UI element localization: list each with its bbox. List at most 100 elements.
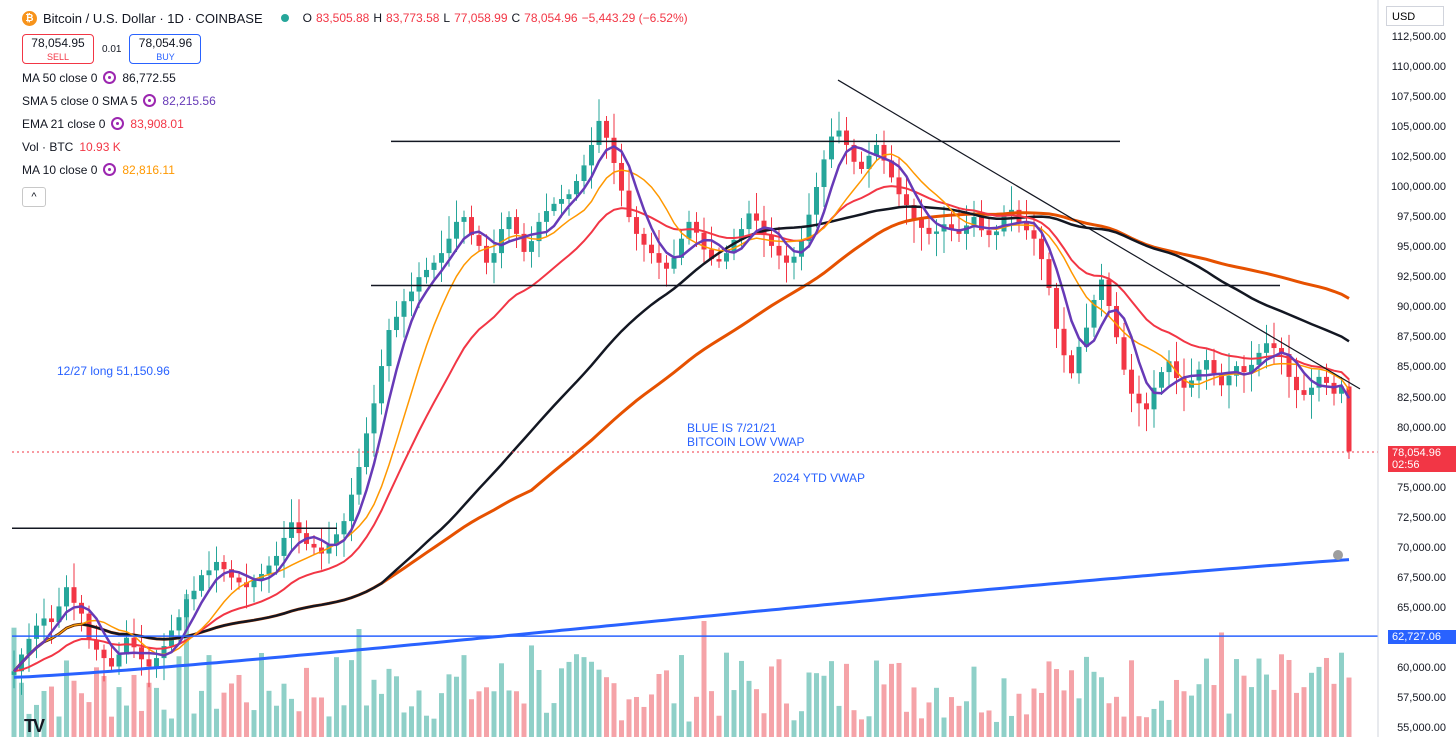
price-axis-label: 57,500.00 [1397,691,1446,704]
candle-body [289,522,294,538]
tradingview-logo-icon[interactable]: TV [24,716,45,736]
indicator-settings-icon[interactable] [143,94,157,107]
buy-button[interactable]: 78,054.96 BUY [129,34,202,64]
indicator-settings-icon[interactable] [103,163,117,176]
candle-body [101,649,107,659]
volume-bar [454,676,459,737]
sell-button[interactable]: 78,054.95 SELL [22,34,94,64]
volume-bar [1061,690,1067,737]
volume-bar [814,673,819,737]
indicator-row[interactable]: MA 10 close 0 82,816.11 [22,158,688,181]
volume-bar [649,694,654,737]
candle-body [896,177,902,195]
volume-bar [1211,685,1217,737]
candle-body [821,159,827,188]
volume-bar [71,680,77,737]
candle-body [71,587,77,603]
candle-body [1346,386,1352,452]
candle-body [686,221,692,239]
candle-body [221,561,227,570]
volume-bar [94,667,99,737]
candle-body [746,213,752,230]
volume-bar [769,666,774,737]
high-value: 83,773.58 [386,11,440,25]
currency-selector[interactable]: USD [1386,6,1444,26]
price-axis-label: 75,000.00 [1397,481,1446,494]
candle-body [544,211,549,222]
volume-bar [319,697,324,737]
candle-body [551,203,557,212]
market-open-icon [280,14,289,22]
volume-bar [701,620,707,737]
candle-body [206,570,212,576]
candle-body [56,606,62,623]
volume-bar [1159,700,1164,737]
candle-body [574,181,579,195]
indicator-row[interactable]: SMA 5 close 0 SMA 5 82,215.56 [22,89,688,112]
candle-body [281,537,287,556]
volume-bar [1226,713,1232,737]
indicator-row[interactable]: EMA 21 close 0 83,908.01 [22,112,688,135]
volume-bar [746,680,752,737]
candle-body [184,599,189,618]
candle-body [431,262,437,270]
candle-body [1091,299,1097,328]
volume-bar [664,670,669,737]
candle-body [1241,366,1247,373]
candle-body [41,618,47,626]
candle-body [904,194,909,206]
price-axis-label: 72,500.00 [1397,511,1446,524]
candle-body [79,602,84,614]
candle-body [356,467,362,495]
candle-body [1174,361,1179,379]
volume-bar [641,706,647,737]
volume-bar [304,667,309,737]
volume-bar [694,696,699,737]
volume-bar [1129,660,1134,737]
volume-bar [281,683,287,737]
candle-body [1144,403,1149,410]
volume-bar [1219,632,1224,737]
volume-bar [446,674,452,737]
candle-body [116,654,122,667]
candle-body [1264,343,1269,353]
price-axis-label: 107,500.00 [1390,91,1446,104]
candle-body [124,637,129,655]
volume-bar [1009,715,1014,737]
volume-bar [116,687,122,737]
volume-bar [1301,687,1307,737]
candle-body [199,575,204,591]
price-axis-label: 100,000.00 [1390,181,1446,194]
candle-body [671,257,677,269]
indicator-row[interactable]: Vol · BTC 10.93 K [22,135,688,158]
candle-body [34,625,39,639]
volume-bar [791,720,797,737]
volume-bar [124,705,129,737]
volume-bar [1181,691,1187,737]
candle-body [1159,372,1164,388]
collapse-legend-button[interactable]: ^ [22,187,46,207]
candle-body [469,217,474,236]
indicator-name: SMA 5 close 0 SMA 5 [22,93,138,108]
candle-body [326,545,332,554]
volume-bar [461,655,467,737]
indicator-settings-icon[interactable] [103,71,117,84]
last-price-tag: 78,054.96 02:56 [1388,446,1456,472]
indicator-row[interactable]: MA 50 close 0 86,772.55 [22,66,688,89]
symbol-title[interactable]: Bitcoin / U.S. Dollar · 1D · COINBASE [43,10,263,26]
candle-body [679,238,684,258]
volume-bar [1324,657,1329,737]
volume-bar [521,703,527,737]
candle-body [1024,223,1029,231]
price-axis-label: 92,500.00 [1397,271,1446,284]
volume-bar [349,660,354,737]
indicator-settings-icon[interactable] [111,117,125,130]
candle-body [341,521,347,535]
candle-body [619,162,624,191]
volume-bar [146,682,152,737]
candle-body [1324,376,1329,383]
ma50-line [13,205,1350,673]
volume-bar [671,703,677,737]
